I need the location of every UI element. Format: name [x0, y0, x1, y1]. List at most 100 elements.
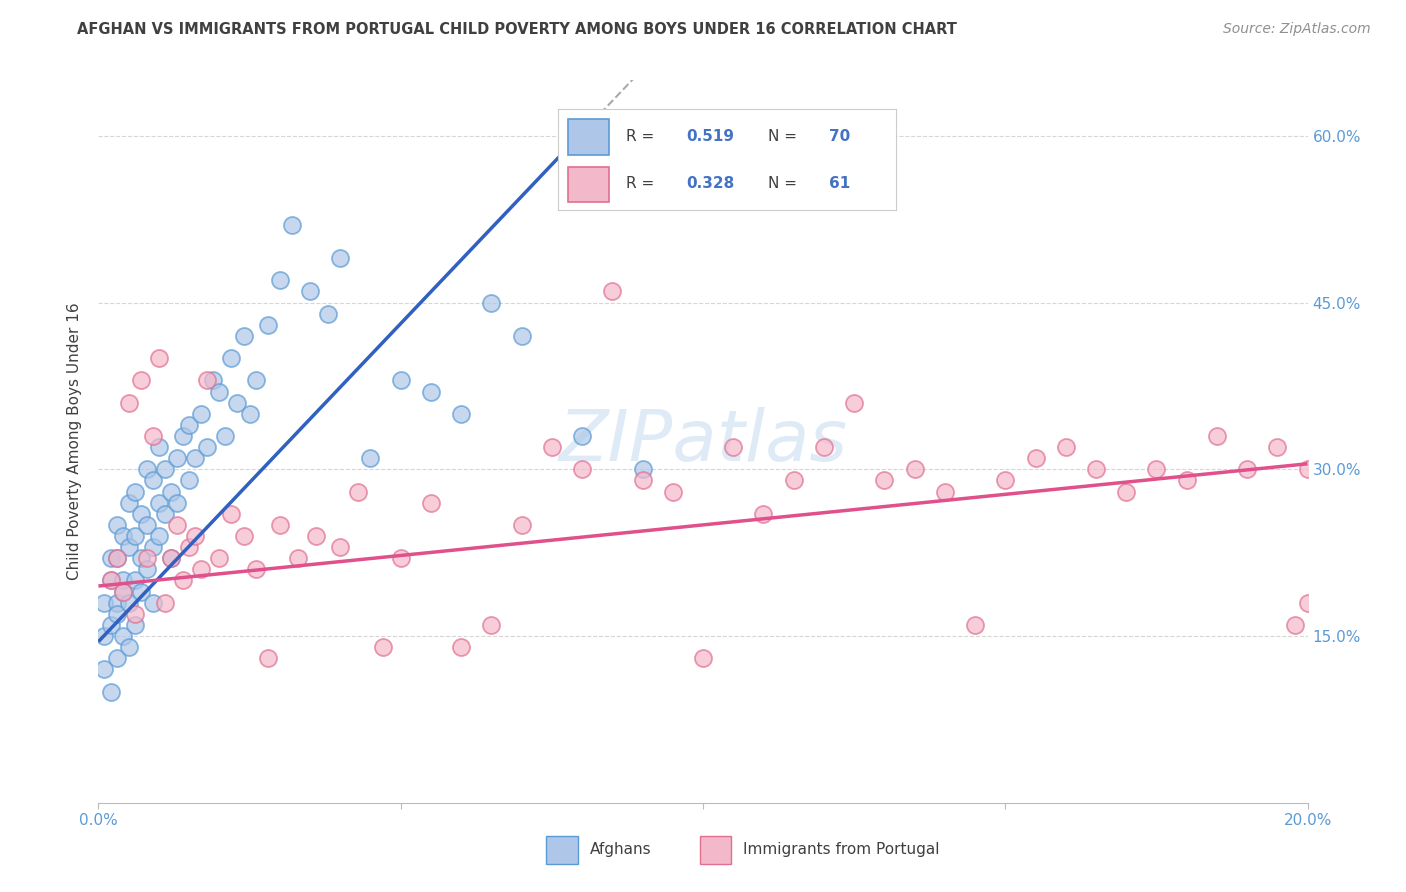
Point — [281, 218, 304, 232]
Point — [1024, 451, 1046, 466]
Point — [118, 496, 141, 510]
Point — [172, 429, 194, 443]
Point — [100, 684, 122, 698]
Point — [105, 607, 128, 621]
Point — [153, 507, 176, 521]
Point — [256, 651, 278, 665]
Point — [287, 551, 309, 566]
Point — [1206, 429, 1229, 443]
Point — [195, 440, 218, 454]
Point — [166, 517, 188, 532]
Point — [208, 551, 231, 566]
Point — [208, 384, 231, 399]
Point — [1054, 440, 1077, 454]
Point — [105, 551, 128, 566]
Point — [1085, 462, 1108, 476]
Point — [124, 529, 146, 543]
Point — [1175, 474, 1198, 488]
Point — [153, 462, 176, 476]
Point — [752, 507, 775, 521]
Text: Afghans: Afghans — [589, 842, 651, 857]
Point — [299, 285, 322, 299]
Point — [540, 440, 562, 454]
Point — [190, 407, 212, 421]
Point — [148, 351, 170, 366]
Point — [214, 429, 236, 443]
Point — [166, 496, 188, 510]
Text: ZIPatlas: ZIPatlas — [558, 407, 848, 476]
FancyBboxPatch shape — [700, 836, 731, 863]
Point — [160, 484, 183, 499]
Point — [179, 540, 201, 554]
Point — [93, 596, 115, 610]
Point — [661, 484, 683, 499]
Point — [100, 574, 122, 588]
Point — [160, 551, 183, 566]
Point — [571, 429, 593, 443]
Point — [105, 551, 128, 566]
Point — [1144, 462, 1167, 476]
Point — [129, 373, 152, 387]
Point — [111, 629, 134, 643]
Point — [105, 517, 128, 532]
Text: AFGHAN VS IMMIGRANTS FROM PORTUGAL CHILD POVERTY AMONG BOYS UNDER 16 CORRELATION: AFGHAN VS IMMIGRANTS FROM PORTUGAL CHILD… — [77, 22, 957, 37]
Point — [142, 540, 165, 554]
Point — [232, 529, 254, 543]
Point — [118, 596, 141, 610]
Point — [129, 584, 152, 599]
Point — [1267, 440, 1289, 454]
Point — [389, 551, 412, 566]
Point — [450, 407, 472, 421]
Point — [481, 618, 503, 632]
Point — [153, 596, 176, 610]
Point — [239, 407, 262, 421]
Point — [329, 540, 352, 554]
Point — [873, 474, 896, 488]
Point — [111, 574, 134, 588]
Point — [135, 562, 157, 576]
Point — [1296, 596, 1319, 610]
Point — [135, 517, 157, 532]
Point — [1296, 462, 1319, 476]
Point — [184, 451, 207, 466]
Point — [118, 640, 141, 655]
Point — [934, 484, 956, 499]
Point — [142, 474, 165, 488]
Point — [93, 629, 115, 643]
Point — [100, 551, 122, 566]
Point — [172, 574, 194, 588]
Point — [93, 662, 115, 676]
Point — [190, 562, 212, 576]
Point — [844, 395, 866, 409]
Point — [1284, 618, 1306, 632]
Point — [124, 484, 146, 499]
Point — [226, 395, 249, 409]
Point — [202, 373, 225, 387]
Point — [129, 551, 152, 566]
Point — [118, 540, 141, 554]
Point — [813, 440, 835, 454]
FancyBboxPatch shape — [546, 836, 578, 863]
Point — [166, 451, 188, 466]
Point — [105, 651, 128, 665]
Point — [232, 329, 254, 343]
Point — [100, 574, 122, 588]
Point — [420, 496, 443, 510]
Point — [692, 651, 714, 665]
Point — [371, 640, 394, 655]
Point — [100, 618, 122, 632]
Point — [135, 551, 157, 566]
Point — [510, 517, 533, 532]
Point — [1236, 462, 1258, 476]
Point — [148, 529, 170, 543]
Point — [118, 395, 141, 409]
Point — [602, 285, 624, 299]
Point — [124, 574, 146, 588]
Point — [904, 462, 927, 476]
Point — [142, 429, 165, 443]
Point — [631, 462, 654, 476]
Point — [179, 474, 201, 488]
Point — [481, 295, 503, 310]
Point — [111, 584, 134, 599]
Point — [111, 529, 134, 543]
